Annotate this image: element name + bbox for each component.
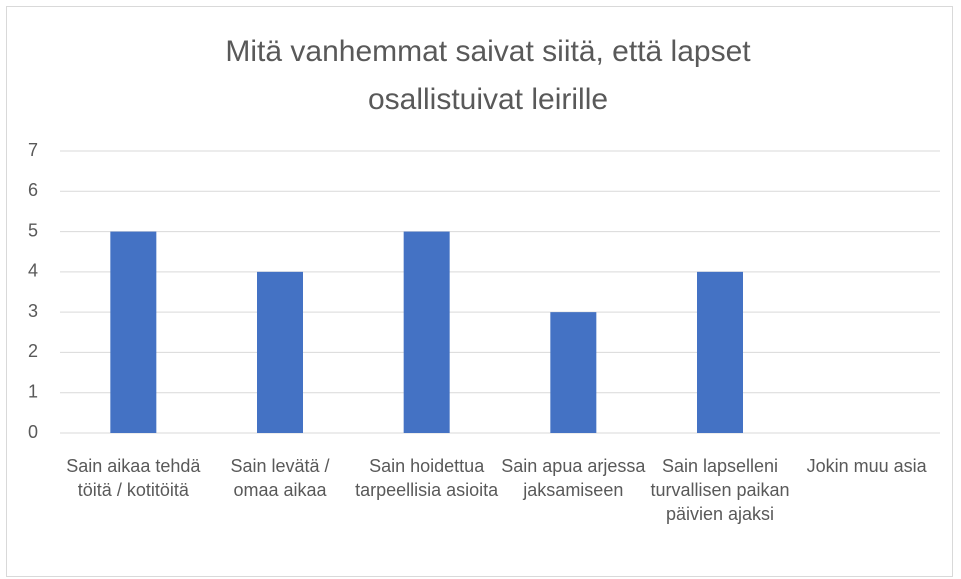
y-tick-label: 4 <box>28 261 38 281</box>
chart-border <box>6 6 953 577</box>
x-tick-label: Jokin muu asia <box>806 456 927 476</box>
y-tick-label: 3 <box>28 301 38 321</box>
bar <box>110 231 157 433</box>
x-tick-label: Sain levätä / omaa aikaa <box>230 456 330 500</box>
bar <box>257 271 303 433</box>
x-tick-label: Sain lapselleni turvallisen paikan päivi… <box>650 456 790 524</box>
y-tick-label: 2 <box>28 341 38 361</box>
y-tick-label: 5 <box>28 220 38 240</box>
x-tick-label: Sain hoidettua tarpeellisia asioita <box>355 456 499 500</box>
chart-title: Mitä vanhemmat saivat siitä, että lapset… <box>225 35 751 116</box>
y-tick-label: 0 <box>28 422 38 442</box>
bar <box>403 231 450 433</box>
x-tick-label: Sain aikaa tehdä töitä / kotitöitä <box>66 456 201 500</box>
x-tick-label: Sain apua arjessa jaksamiseen <box>501 456 646 500</box>
bar <box>550 312 597 433</box>
y-tick-label: 7 <box>28 140 38 160</box>
y-tick-label: 1 <box>28 381 38 401</box>
y-tick-label: 6 <box>28 180 38 200</box>
bar <box>697 271 743 433</box>
